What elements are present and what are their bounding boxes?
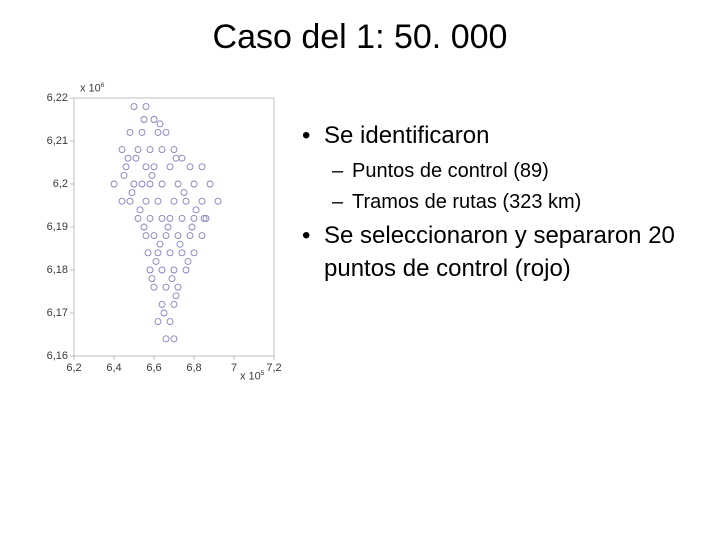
y-tick: 6,16 [38,350,68,362]
y-axis-exponent: x 106 [80,82,104,95]
scatter-chart [34,80,282,380]
x-tick: 6,4 [102,362,126,374]
page-title: Caso del 1: 50. 000 [0,18,720,57]
y-tick: 6,17 [38,307,68,319]
y-tick: 6,22 [38,92,68,104]
y-tick: 6,18 [38,264,68,276]
y-tick: 6,2 [38,178,68,190]
x-tick: 7,2 [262,362,286,374]
scatter-svg [34,80,282,380]
bullet-content: Se identificaron Puntos de control (89) … [300,120,700,291]
y-tick: 6,21 [38,135,68,147]
bullet-subitem: Tramos de rutas (323 km) [300,189,700,216]
bullet-item: Se identificaron [300,120,700,152]
x-tick: 6,8 [182,362,206,374]
x-tick: 6,6 [142,362,166,374]
bullet-item: Se seleccionaron y separaron 20 puntos d… [300,220,700,285]
x-tick: 7 [222,362,246,374]
bullet-subitem: Puntos de control (89) [300,158,700,185]
y-tick: 6,19 [38,221,68,233]
x-tick: 6,2 [62,362,86,374]
slide: Caso del 1: 50. 000 x 106 x 105 6,226,21… [0,0,720,540]
